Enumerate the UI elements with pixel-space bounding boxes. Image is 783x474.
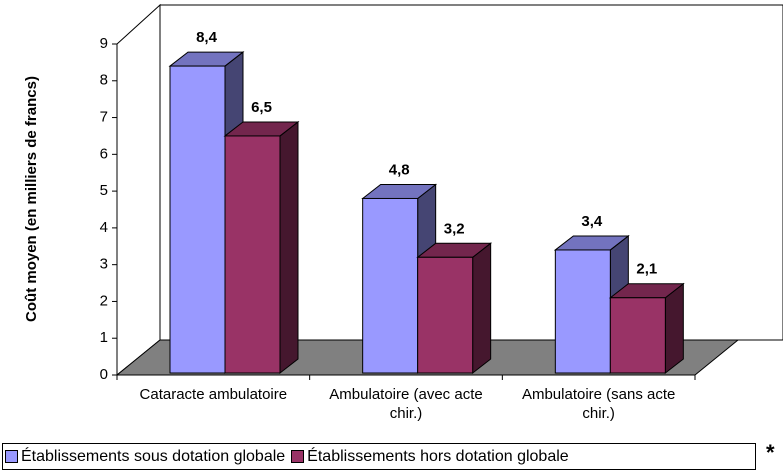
y-tick-label: 3: [100, 256, 108, 273]
legend-label: Établissements hors dotation globale: [307, 447, 569, 465]
bar: [553, 234, 630, 375]
legend-label: Établissements sous dotation globale: [21, 447, 286, 465]
x-tick-label: Ambulatoire (avec acte chir.): [329, 386, 483, 422]
bar: [416, 242, 493, 375]
side-wall: [116, 3, 161, 377]
legend-item: Établissements hors dotation globale: [291, 448, 569, 466]
value-label: 8,4: [196, 29, 218, 46]
legend: Établissements sous dotation globale Étab…: [2, 443, 756, 470]
value-label: 3,4: [581, 213, 603, 230]
y-tick-label: 6: [100, 145, 108, 162]
y-tick-label: 5: [100, 182, 108, 199]
bar-side: [472, 242, 492, 375]
x-tick-label: Cataracte ambulatoire: [139, 386, 288, 403]
legend-swatch: [5, 450, 18, 463]
y-tick-label: 2: [100, 292, 108, 309]
bar-front: [362, 197, 419, 374]
bar-side: [664, 282, 684, 375]
legend-swatch: [291, 450, 305, 463]
bar-side: [279, 120, 299, 375]
legend-item: Établissements sous dotation globale: [5, 448, 285, 466]
bar-front: [224, 135, 281, 374]
y-tick-label: 7: [100, 109, 108, 126]
bar-front: [554, 249, 611, 374]
y-tick-label: 1: [100, 329, 108, 346]
value-label: 4,8: [389, 161, 410, 178]
value-label: 6,5: [251, 99, 272, 116]
plot: 0 1 2 3 4 5 6 7 8 9 8,4 4,8 3,4 6,5 3,2 2,1: [100, 3, 783, 383]
y-tick-label: 8: [100, 72, 108, 89]
bar: [608, 282, 685, 375]
y-axis-label: Coût moyen (en milliers de francs): [23, 76, 40, 322]
bar-front: [417, 256, 474, 374]
y-tick-label: 4: [100, 219, 108, 236]
bar-front: [609, 297, 666, 374]
value-label: 2,1: [636, 261, 657, 278]
x-tick-label: Ambulatoire (sans acte chir.): [521, 386, 676, 422]
value-label: 3,2: [444, 220, 465, 237]
footnote-marker: *: [766, 440, 775, 465]
bar-front: [169, 65, 226, 374]
y-tick-label: 0: [100, 366, 108, 383]
bar: [223, 120, 300, 375]
y-tick-label: 9: [100, 35, 108, 52]
